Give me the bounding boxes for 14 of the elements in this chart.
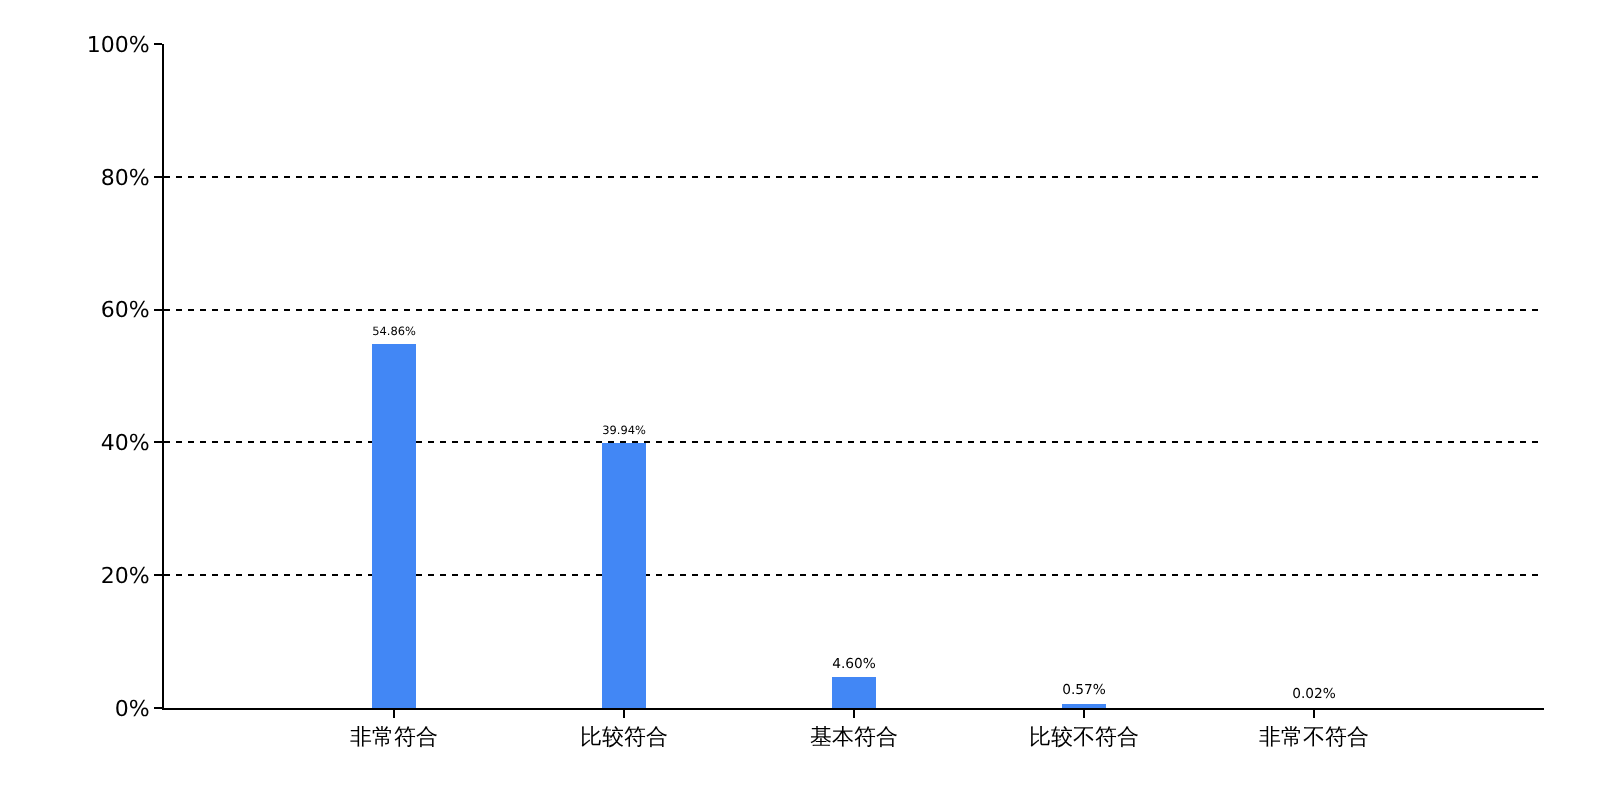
x-tick-label: 非常不符合: [1259, 724, 1369, 751]
y-tick-label: 40%: [100, 430, 150, 457]
x-tick-label: 基本符合: [810, 724, 898, 751]
y-tick-label: 60%: [100, 297, 150, 324]
y-tick-label: 80%: [100, 164, 150, 191]
x-tick-label: 非常符合: [350, 724, 438, 751]
x-tick-label: 比较符合: [580, 724, 668, 751]
bar: [372, 343, 416, 708]
y-tick-label: 20%: [100, 562, 150, 589]
bar: [832, 677, 876, 708]
y-tick-label: 100%: [86, 31, 150, 58]
x-tick-label: 比较不符合: [1029, 724, 1139, 751]
y-tick-label: 0%: [114, 695, 150, 722]
bar: [602, 442, 646, 708]
